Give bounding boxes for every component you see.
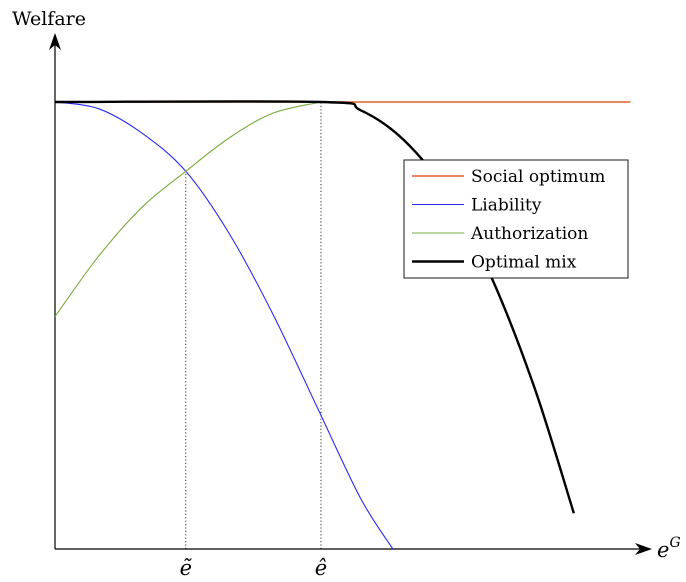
series-line-liability (54, 101, 394, 550)
series-line-authorization (54, 101, 322, 317)
x-axis-label-base: e (657, 538, 669, 562)
series-lines (54, 100, 631, 550)
legend-label-3: Authorization (470, 224, 588, 244)
legend-box (403, 159, 629, 279)
legend-label-1: Social optimum (471, 167, 605, 187)
reference-lines (185, 102, 322, 549)
x-tick-label-2: ê (315, 556, 327, 580)
x-axis-arrow (635, 543, 652, 555)
series-line-optimal-mix (54, 100, 575, 514)
legend: Social optimum Liability Authorization Opti… (403, 159, 629, 279)
y-axis-arrow (49, 33, 61, 50)
x-axis-label-superscript: G (669, 535, 680, 551)
legend-label-4: Optimal mix (471, 253, 577, 273)
legend-label-2: Liability (471, 196, 542, 216)
x-axis-label: eG (657, 535, 681, 562)
x-tick-label-1: ẽ (180, 556, 193, 580)
y-axis-label: Welfare (12, 8, 86, 30)
